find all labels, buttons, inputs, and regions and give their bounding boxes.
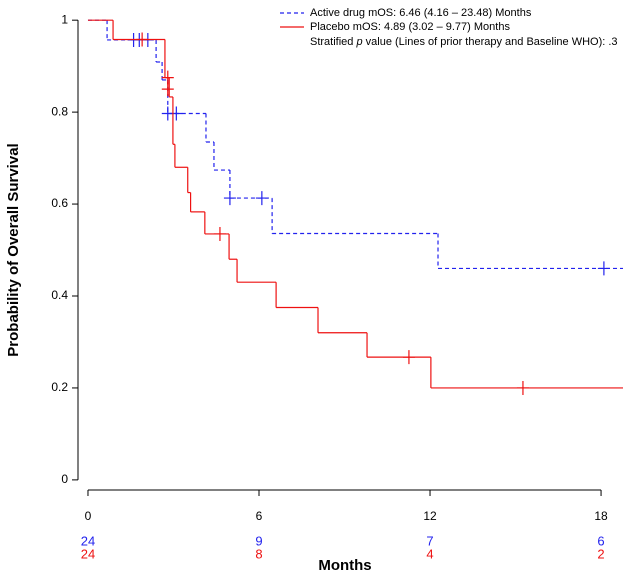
- x-tick-label: 0: [85, 509, 92, 523]
- at-risk-count: 24: [81, 546, 95, 561]
- x-axis-label: Months: [318, 557, 371, 574]
- at-risk-count: 8: [255, 546, 262, 561]
- at-risk-count: 6: [597, 533, 604, 548]
- at-risk-count: 9: [255, 533, 262, 548]
- legend-label: Active drug mOS: 6.46 (4.16 – 23.48) Mon…: [310, 7, 532, 19]
- censor-mark: [516, 380, 529, 395]
- x-tick-label: 12: [423, 509, 437, 523]
- x-tick-label: 18: [594, 509, 608, 523]
- at-risk-count: 24: [81, 533, 95, 548]
- y-tick-label: 0.6: [51, 196, 68, 210]
- y-axis-label: Probability of Overall Survival: [5, 143, 22, 356]
- annotation: Stratified p value (Lines of prior thera…: [310, 36, 618, 48]
- censor-mark: [255, 191, 268, 206]
- censor-mark: [597, 261, 610, 276]
- censor-mark: [136, 32, 149, 47]
- annotation-part: p: [355, 36, 362, 48]
- censor-mark: [213, 226, 226, 241]
- annotation-part: value (Lines of prior therapy and Baseli…: [363, 36, 618, 48]
- at-risk-count: 7: [426, 533, 433, 548]
- x-tick-label: 6: [256, 509, 263, 523]
- censor-mark: [170, 106, 183, 121]
- y-tick-label: 0.8: [51, 104, 68, 118]
- y-tick-label: 1: [61, 12, 68, 26]
- annotation-part: Stratified: [310, 36, 356, 48]
- at-risk-count: 4: [426, 546, 433, 561]
- legend-label: Placebo mOS: 4.89 (3.02 – 9.77) Months: [310, 21, 510, 33]
- y-tick-label: 0.4: [51, 288, 68, 302]
- censor-mark: [223, 191, 236, 206]
- censor-mark: [402, 350, 415, 365]
- y-tick-label: 0.2: [51, 380, 68, 394]
- y-tick-label: 0: [61, 472, 68, 486]
- censor-mark: [161, 82, 174, 97]
- at-risk-count: 2: [597, 546, 604, 561]
